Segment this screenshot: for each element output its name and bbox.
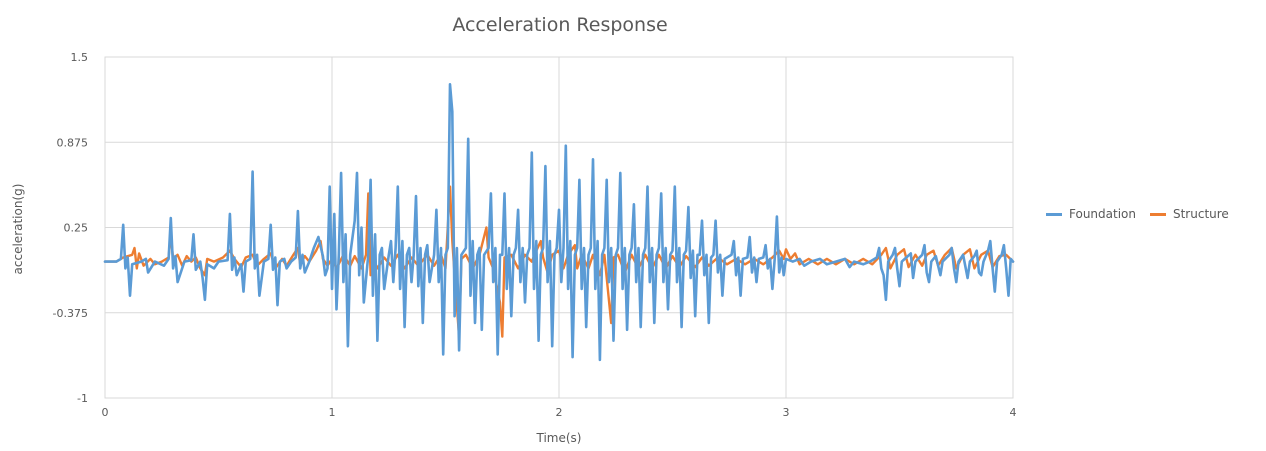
gridlines — [104, 56, 1014, 399]
x-tick-label: 1 — [329, 406, 336, 419]
x-axis-title: Time(s) — [536, 431, 582, 445]
legend: Foundation Structure — [1046, 207, 1243, 221]
x-tick-label: 0 — [102, 406, 109, 419]
y-tick-label: 0.875 — [57, 136, 89, 149]
y-axis-title: acceleration(g) — [11, 184, 25, 275]
y-tick-label: 1.5 — [71, 51, 89, 64]
y-tick-label: -0.375 — [53, 307, 88, 320]
y-tick-label: 0.25 — [64, 222, 89, 235]
x-tick-label: 4 — [1010, 406, 1017, 419]
x-tick-label: 2 — [556, 406, 563, 419]
legend-swatch-structure — [1149, 212, 1166, 216]
legend-item-structure: Structure — [1149, 207, 1229, 221]
legend-label-foundation: Foundation — [1069, 207, 1136, 221]
legend-swatch-foundation — [1046, 212, 1062, 216]
series-line-foundation — [103, 83, 1015, 362]
series-lines — [103, 83, 1015, 362]
chart-title: Acceleration Response — [452, 14, 668, 36]
legend-label-structure: Structure — [1172, 207, 1229, 221]
legend-item-foundation: Foundation — [1046, 207, 1136, 221]
y-tick-label: -1 — [77, 392, 88, 405]
x-tick-label: 3 — [783, 406, 790, 419]
axes: 1.5 0.875 0.25 -0.375 -1 0 1 2 3 4 — [53, 51, 1017, 419]
